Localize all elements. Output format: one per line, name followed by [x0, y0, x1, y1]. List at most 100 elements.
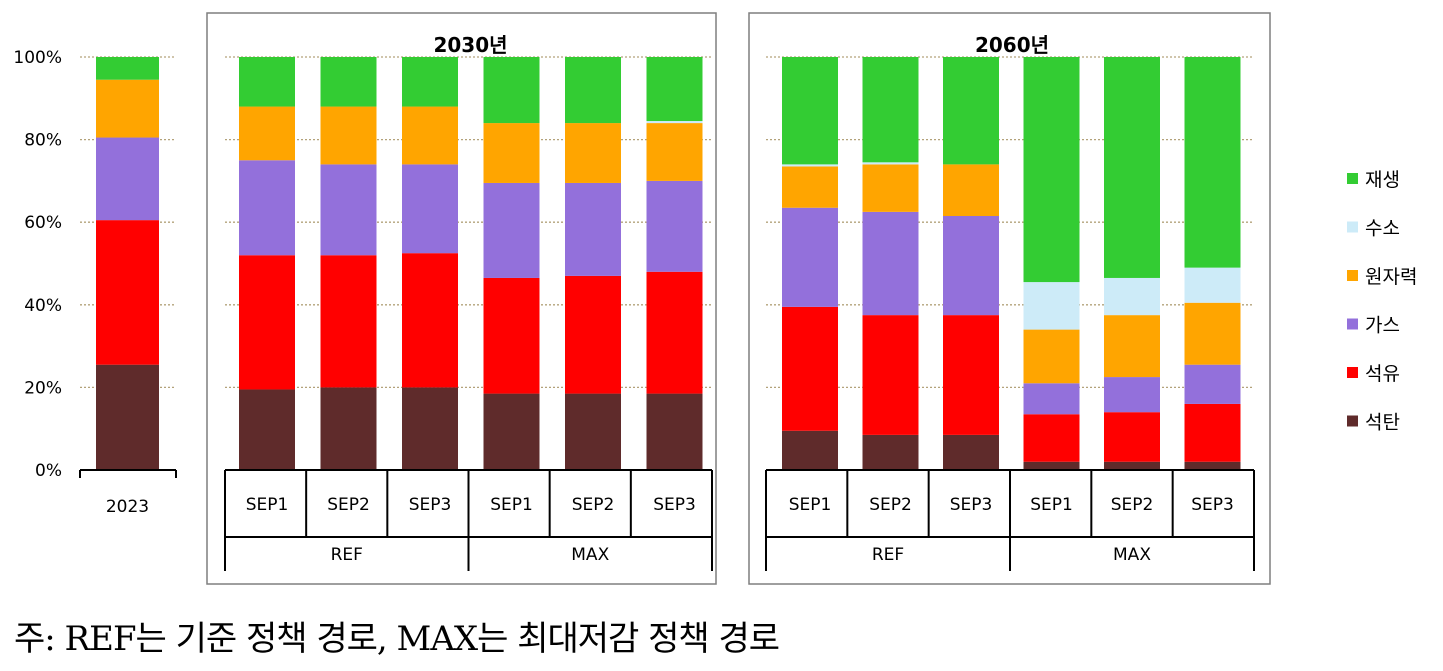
- bar-segment-석유: [565, 275, 621, 394]
- bar-segment-석유: [483, 277, 540, 394]
- x-tick-label: SEP3: [950, 495, 993, 515]
- legend-label: 원자력: [1365, 266, 1417, 288]
- bar-segment-석탄: [1184, 461, 1241, 470]
- panel-frame: [206, 12, 717, 585]
- group-label: MAX: [1113, 545, 1151, 565]
- panel-title: 2030년: [433, 33, 507, 57]
- panel-frame: [748, 12, 1271, 585]
- bar-segment-석유: [96, 220, 159, 365]
- bar-segment-재생: [1023, 57, 1080, 283]
- y-tick-label: 40%: [24, 296, 62, 316]
- chart-footnote: 주: REF는 기준 정책 경로, MAX는 최대저감 정책 경로: [14, 619, 780, 659]
- bar-segment-원자력: [782, 166, 838, 208]
- bar-segment-원자력: [483, 123, 540, 183]
- panel-title: 2060년: [975, 33, 1049, 57]
- bar-segment-석탄: [483, 393, 540, 470]
- y-tick-label: 20%: [24, 378, 62, 398]
- bar-segment-석유: [1023, 414, 1080, 462]
- x-tick-label: SEP1: [490, 495, 533, 515]
- legend-label: 석탄: [1365, 412, 1400, 434]
- bar-segment-수소: [782, 164, 838, 167]
- bar-segment-석유: [862, 315, 919, 435]
- bar-segment-석탄: [565, 393, 621, 470]
- group-label: MAX: [571, 545, 609, 565]
- bar-segment-원자력: [402, 106, 458, 165]
- x-tick-label: SEP2: [1111, 495, 1154, 515]
- bar-segment-석유: [943, 315, 999, 435]
- y-tick-label: 0%: [35, 461, 62, 481]
- legend-label: 수소: [1365, 218, 1400, 240]
- group-label: REF: [331, 545, 363, 565]
- bar-segment-가스: [402, 164, 458, 254]
- bar-segment-원자력: [1104, 315, 1160, 378]
- legend-swatch-석탄: [1347, 415, 1358, 427]
- bar-segment-원자력: [1023, 329, 1080, 384]
- bar-segment-석유: [782, 306, 838, 431]
- x-tick-label: SEP3: [653, 495, 696, 515]
- y-tick-label: 60%: [24, 213, 62, 233]
- bar-segment-가스: [1184, 364, 1241, 404]
- legend-label: 석유: [1365, 363, 1400, 385]
- legend-swatch-석유: [1347, 367, 1358, 378]
- bar-segment-석탄: [782, 430, 838, 470]
- bar-segment-재생: [943, 57, 999, 165]
- bar-segment-석유: [1104, 412, 1160, 462]
- bar-segment-수소: [646, 121, 703, 124]
- x-tick-label: SEP1: [246, 495, 289, 515]
- bar-segment-원자력: [565, 123, 621, 183]
- stacked-bar-chart: 0% 20% 40% 60% 80% 100% 2023 2030년 SEP1 SEP2 SEP3 S…: [13, 12, 1417, 585]
- x-tick-label: SEP1: [1030, 495, 1073, 515]
- bar-segment-재생: [565, 57, 621, 124]
- legend-label: 재생: [1365, 169, 1400, 191]
- bar-segment-재생: [862, 57, 919, 163]
- legend-label: 가스: [1365, 315, 1400, 337]
- bar-segment-석유: [646, 271, 703, 394]
- bar-segment-수소: [1023, 282, 1080, 330]
- bar-segment-석탄: [1104, 461, 1160, 470]
- bar-segment-수소: [1184, 267, 1241, 303]
- bar-segment-가스: [1023, 383, 1080, 415]
- bar-segment-석탄: [862, 434, 919, 470]
- bar-segment-가스: [239, 160, 295, 256]
- bar-segment-석유: [239, 255, 295, 390]
- bar-segment-석탄: [646, 393, 703, 470]
- bar-segment-가스: [565, 182, 621, 276]
- bar-segment-가스: [320, 164, 377, 256]
- x-tick-label: SEP3: [409, 495, 452, 515]
- bar-segment-석탄: [1023, 461, 1080, 470]
- bar-segment-가스: [782, 207, 838, 307]
- x-tick-label: SEP2: [869, 495, 912, 515]
- bar-segment-재생: [646, 57, 703, 122]
- bar-segment-석유: [320, 255, 377, 388]
- bar-segment-재생: [402, 57, 458, 107]
- x-tick-label: SEP2: [327, 495, 370, 515]
- bar-segment-가스: [96, 137, 159, 221]
- bar-segment-원자력: [96, 79, 159, 138]
- bar-segment-수소: [1104, 277, 1160, 316]
- bar-segment-원자력: [1184, 302, 1241, 365]
- bar-segment-가스: [483, 182, 540, 278]
- group-label: REF: [872, 545, 904, 565]
- bar-segment-재생: [320, 57, 377, 107]
- bar-segment-원자력: [646, 123, 703, 181]
- bar-segment-원자력: [862, 164, 919, 212]
- bar-segment-재생: [239, 57, 295, 107]
- x-tick-label: SEP1: [789, 495, 832, 515]
- bar-segment-재생: [1104, 57, 1160, 278]
- bar-segment-석유: [1184, 403, 1241, 462]
- bar-segment-재생: [483, 57, 540, 124]
- x-tick-label: SEP3: [1191, 495, 1234, 515]
- bar-segment-수소: [862, 162, 919, 165]
- bar-segment-원자력: [239, 106, 295, 161]
- legend-swatch-가스: [1347, 318, 1358, 330]
- bar-segment-석유: [402, 253, 458, 388]
- bar-segment-원자력: [320, 106, 377, 165]
- legend-swatch-원자력: [1347, 270, 1358, 281]
- x-tick-label: 2023: [106, 497, 149, 517]
- bar-segment-가스: [862, 211, 919, 316]
- bar-segment-재생: [1184, 57, 1241, 268]
- bar-segment-가스: [943, 216, 999, 316]
- bar-segment-가스: [1104, 377, 1160, 413]
- bar-segment-석탄: [96, 364, 159, 470]
- x-tick-label: SEP2: [572, 495, 615, 515]
